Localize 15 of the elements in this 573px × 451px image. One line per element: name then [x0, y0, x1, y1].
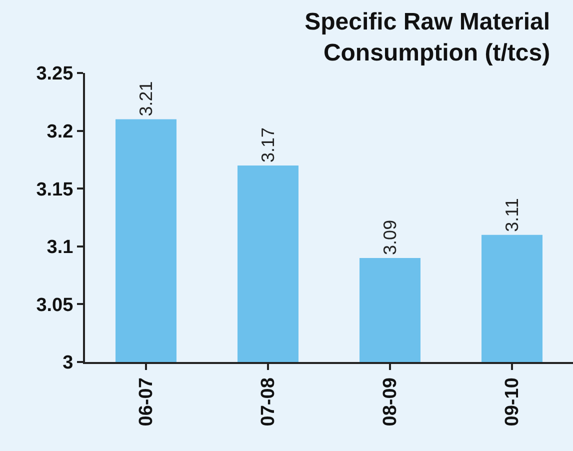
data-label: 3.09	[380, 220, 400, 255]
y-tick-label: 3.25	[36, 64, 74, 85]
x-tick-label: 07-08	[258, 378, 280, 426]
y-tick-label: 3	[62, 352, 74, 374]
chart-title: Specific Raw Material Consumption (t/tcs)	[304, 8, 550, 67]
x-tick-label: 08-09	[380, 378, 402, 426]
y-tick-label: 3.2	[46, 121, 74, 142]
y-tick-label: 3.15	[36, 179, 74, 200]
x-tick-label: 09-10	[502, 378, 524, 426]
data-label: 3.21	[136, 81, 156, 116]
data-label: 3.11	[502, 198, 522, 232]
data-label: 3.17	[258, 127, 278, 162]
y-tick-label: 3.05	[36, 294, 74, 316]
x-tick-label: 06-07	[136, 378, 158, 426]
y-tick-label: 3.1	[46, 237, 74, 258]
